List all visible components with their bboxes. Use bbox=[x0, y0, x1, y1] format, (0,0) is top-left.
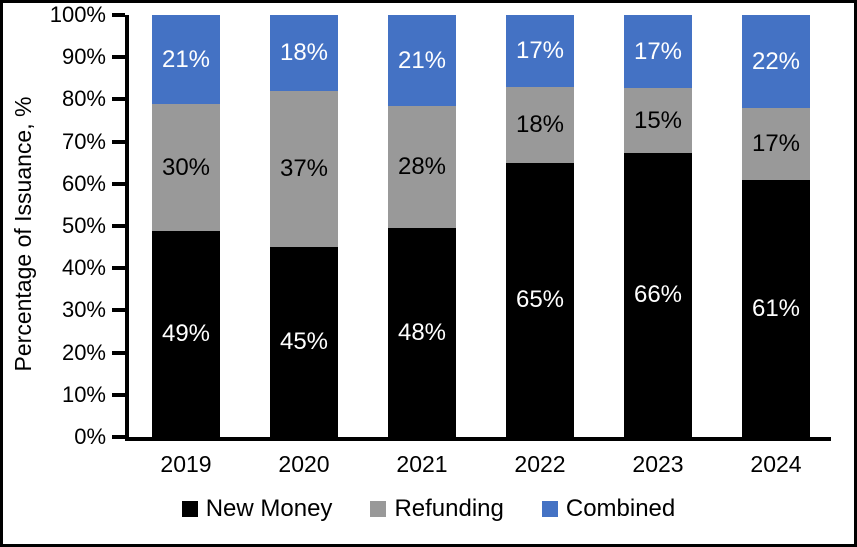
x-axis-line bbox=[125, 437, 831, 441]
bar-value-label: 21% bbox=[397, 46, 447, 74]
bar-segment-new-money-2021: 48% bbox=[388, 228, 456, 437]
y-axis-tick-label: 50% bbox=[61, 213, 106, 238]
bar-segment-refunding-2022: 18% bbox=[506, 87, 574, 163]
bar-value-label: 65% bbox=[515, 286, 565, 313]
bar-value-label: 30% bbox=[161, 153, 211, 181]
y-axis-line bbox=[125, 15, 129, 441]
bar-value-label: 66% bbox=[633, 281, 683, 308]
y-axis-tick bbox=[112, 393, 125, 397]
x-axis-label-2019: 2019 bbox=[160, 451, 212, 477]
x-axis-label-2023: 2023 bbox=[632, 451, 684, 477]
bar-value-label: 18% bbox=[515, 111, 565, 138]
y-axis-tick bbox=[112, 13, 125, 17]
legend-label: Refunding bbox=[394, 495, 504, 522]
y-axis-tick-label: 100% bbox=[49, 2, 106, 27]
legend-label: Combined bbox=[565, 495, 676, 522]
y-axis-tick bbox=[112, 97, 125, 101]
bar-value-label: 17% bbox=[633, 37, 683, 65]
bar-value-label: 28% bbox=[397, 153, 447, 180]
legend: New Money Refunding Combined bbox=[0, 494, 857, 524]
legend-swatch-icon bbox=[541, 501, 558, 517]
bar-value-label: 45% bbox=[279, 328, 329, 355]
bar-segment-new-money-2022: 65% bbox=[506, 163, 574, 437]
bar-value-label: 22% bbox=[751, 47, 801, 75]
legend-item-combined: Combined bbox=[541, 495, 676, 523]
legend-swatch-icon bbox=[370, 501, 387, 517]
y-axis-tick-label: 60% bbox=[61, 171, 106, 196]
x-axis-label-2024: 2024 bbox=[750, 451, 802, 477]
y-axis-tick bbox=[112, 351, 125, 355]
y-axis-tick-label: 0% bbox=[74, 424, 106, 449]
legend-item-refunding: Refunding bbox=[370, 495, 504, 523]
x-axis-label-2021: 2021 bbox=[396, 451, 448, 477]
y-axis-tick bbox=[112, 224, 125, 228]
x-axis-label-2020: 2020 bbox=[278, 451, 330, 477]
y-axis-tick bbox=[112, 266, 125, 270]
y-axis-tick-label: 90% bbox=[61, 44, 106, 69]
bar-segment-refunding-2023: 15% bbox=[624, 88, 692, 153]
bar-segment-combined-2023: 17% bbox=[624, 15, 692, 88]
y-axis-tick-label: 20% bbox=[61, 340, 106, 365]
y-axis-tick-label: 10% bbox=[61, 382, 106, 407]
y-axis-tick-label: 30% bbox=[61, 297, 106, 322]
bar-segment-refunding-2020: 37% bbox=[270, 91, 338, 247]
y-axis-tick bbox=[112, 55, 125, 59]
bar-segment-new-money-2019: 49% bbox=[152, 230, 220, 437]
bar-segment-combined-2019: 21% bbox=[152, 15, 220, 104]
y-axis-tick-label: 70% bbox=[61, 129, 106, 154]
bar-value-label: 21% bbox=[161, 45, 211, 73]
bar-value-label: 17% bbox=[515, 37, 565, 64]
bar-value-label: 37% bbox=[279, 155, 329, 182]
bar-segment-combined-2020: 18% bbox=[270, 15, 338, 91]
bar-segment-combined-2022: 17% bbox=[506, 15, 574, 87]
bar-segment-new-money-2023: 66% bbox=[624, 153, 692, 437]
bar-value-label: 17% bbox=[751, 130, 801, 157]
bar-value-label: 61% bbox=[751, 294, 801, 322]
legend-item-new-money: New Money bbox=[181, 495, 333, 523]
bar-segment-refunding-2019: 30% bbox=[152, 104, 220, 231]
legend-label: New Money bbox=[205, 495, 333, 522]
y-axis-tick bbox=[112, 182, 125, 186]
x-axis-label-2022: 2022 bbox=[514, 451, 566, 477]
bar-segment-refunding-2021: 28% bbox=[388, 106, 456, 228]
bar-segment-refunding-2024: 17% bbox=[742, 108, 810, 180]
bar-segment-combined-2021: 21% bbox=[388, 15, 456, 106]
y-axis-tick bbox=[112, 308, 125, 312]
y-axis-tick-label: 80% bbox=[61, 86, 106, 111]
bar-value-label: 49% bbox=[161, 319, 211, 347]
bar-segment-new-money-2024: 61% bbox=[742, 180, 810, 437]
bar-value-label: 15% bbox=[633, 106, 683, 134]
y-axis-tick bbox=[112, 140, 125, 144]
bar-segment-combined-2024: 22% bbox=[742, 15, 810, 108]
bar-segment-new-money-2020: 45% bbox=[270, 247, 338, 437]
y-axis-tick bbox=[112, 435, 125, 439]
bar-value-label: 48% bbox=[397, 318, 447, 346]
legend-swatch-icon bbox=[181, 501, 198, 517]
bar-value-label: 18% bbox=[279, 39, 329, 66]
y-axis-tick-label: 40% bbox=[61, 255, 106, 280]
